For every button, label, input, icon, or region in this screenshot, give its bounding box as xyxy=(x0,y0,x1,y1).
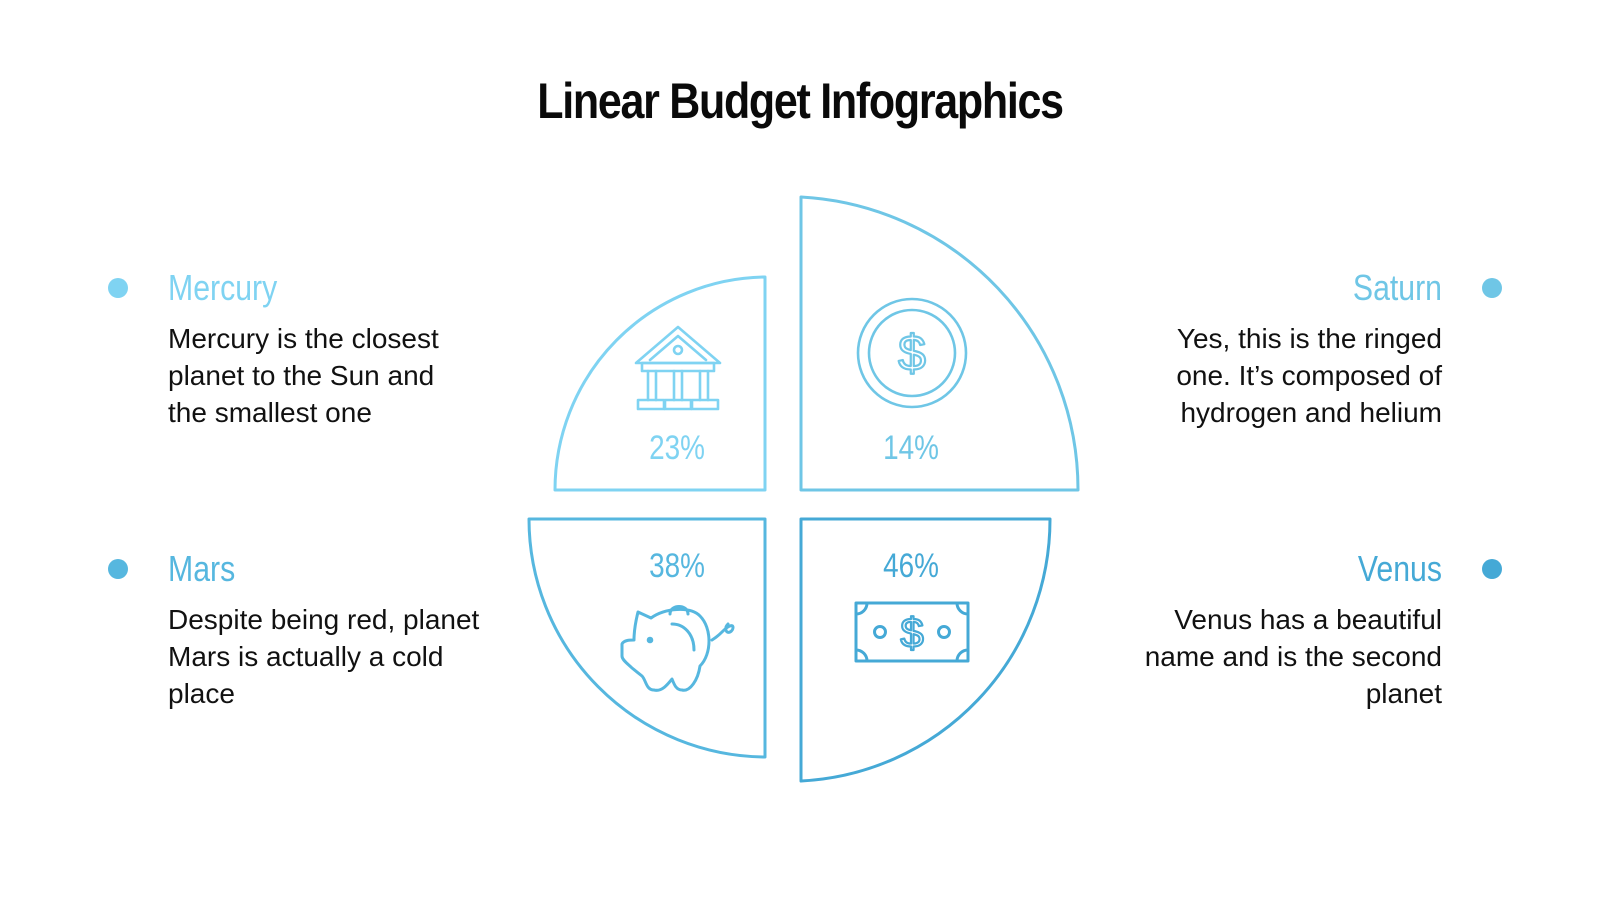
coin-dollar-icon: $ xyxy=(856,297,968,409)
segment-percent-label: 14% xyxy=(883,429,939,467)
page-title: Linear Budget Infographics xyxy=(537,73,1064,129)
bullet-dot-icon xyxy=(108,559,128,579)
svg-text:$: $ xyxy=(898,325,926,381)
item-name: Venus xyxy=(1357,548,1442,589)
legend-item-saturn: Saturn Yes, this is the ringed one. It’s… xyxy=(1102,267,1502,431)
item-description: Venus has a beautiful name and is the se… xyxy=(1144,604,1442,709)
item-name: Mars xyxy=(168,548,236,589)
item-name: Mercury xyxy=(168,267,278,308)
banknote-icon: $ xyxy=(854,601,970,663)
item-name: Saturn xyxy=(1352,267,1442,308)
svg-text:$: $ xyxy=(900,609,923,656)
bullet-dot-icon xyxy=(1482,559,1502,579)
bullet-dot-icon xyxy=(108,278,128,298)
legend-item-mars: Mars Despite being red, planet Mars is a… xyxy=(108,548,508,712)
segment-percent-label: 46% xyxy=(883,547,939,585)
segment-bottom-left xyxy=(527,517,767,759)
bullet-dot-icon xyxy=(1482,278,1502,298)
item-description: Despite being red, planet Mars is actual… xyxy=(168,604,480,709)
legend-item-venus: Venus Venus has a beautiful name and is … xyxy=(1102,548,1502,712)
legend-item-mercury: Mercury Mercury is the closest planet to… xyxy=(108,267,508,431)
segment-top-right xyxy=(799,195,1080,492)
item-description: Yes, this is the ringed one. It’s compos… xyxy=(1176,323,1442,428)
segment-percent-label: 38% xyxy=(649,547,705,585)
item-description: Mercury is the closest planet to the Sun… xyxy=(168,323,439,428)
segment-percent-label: 23% xyxy=(649,429,705,467)
piggy-bank-icon xyxy=(620,605,735,692)
segment-top-left xyxy=(553,275,767,492)
segment-bottom-right xyxy=(799,517,1052,783)
bank-icon xyxy=(634,325,722,411)
